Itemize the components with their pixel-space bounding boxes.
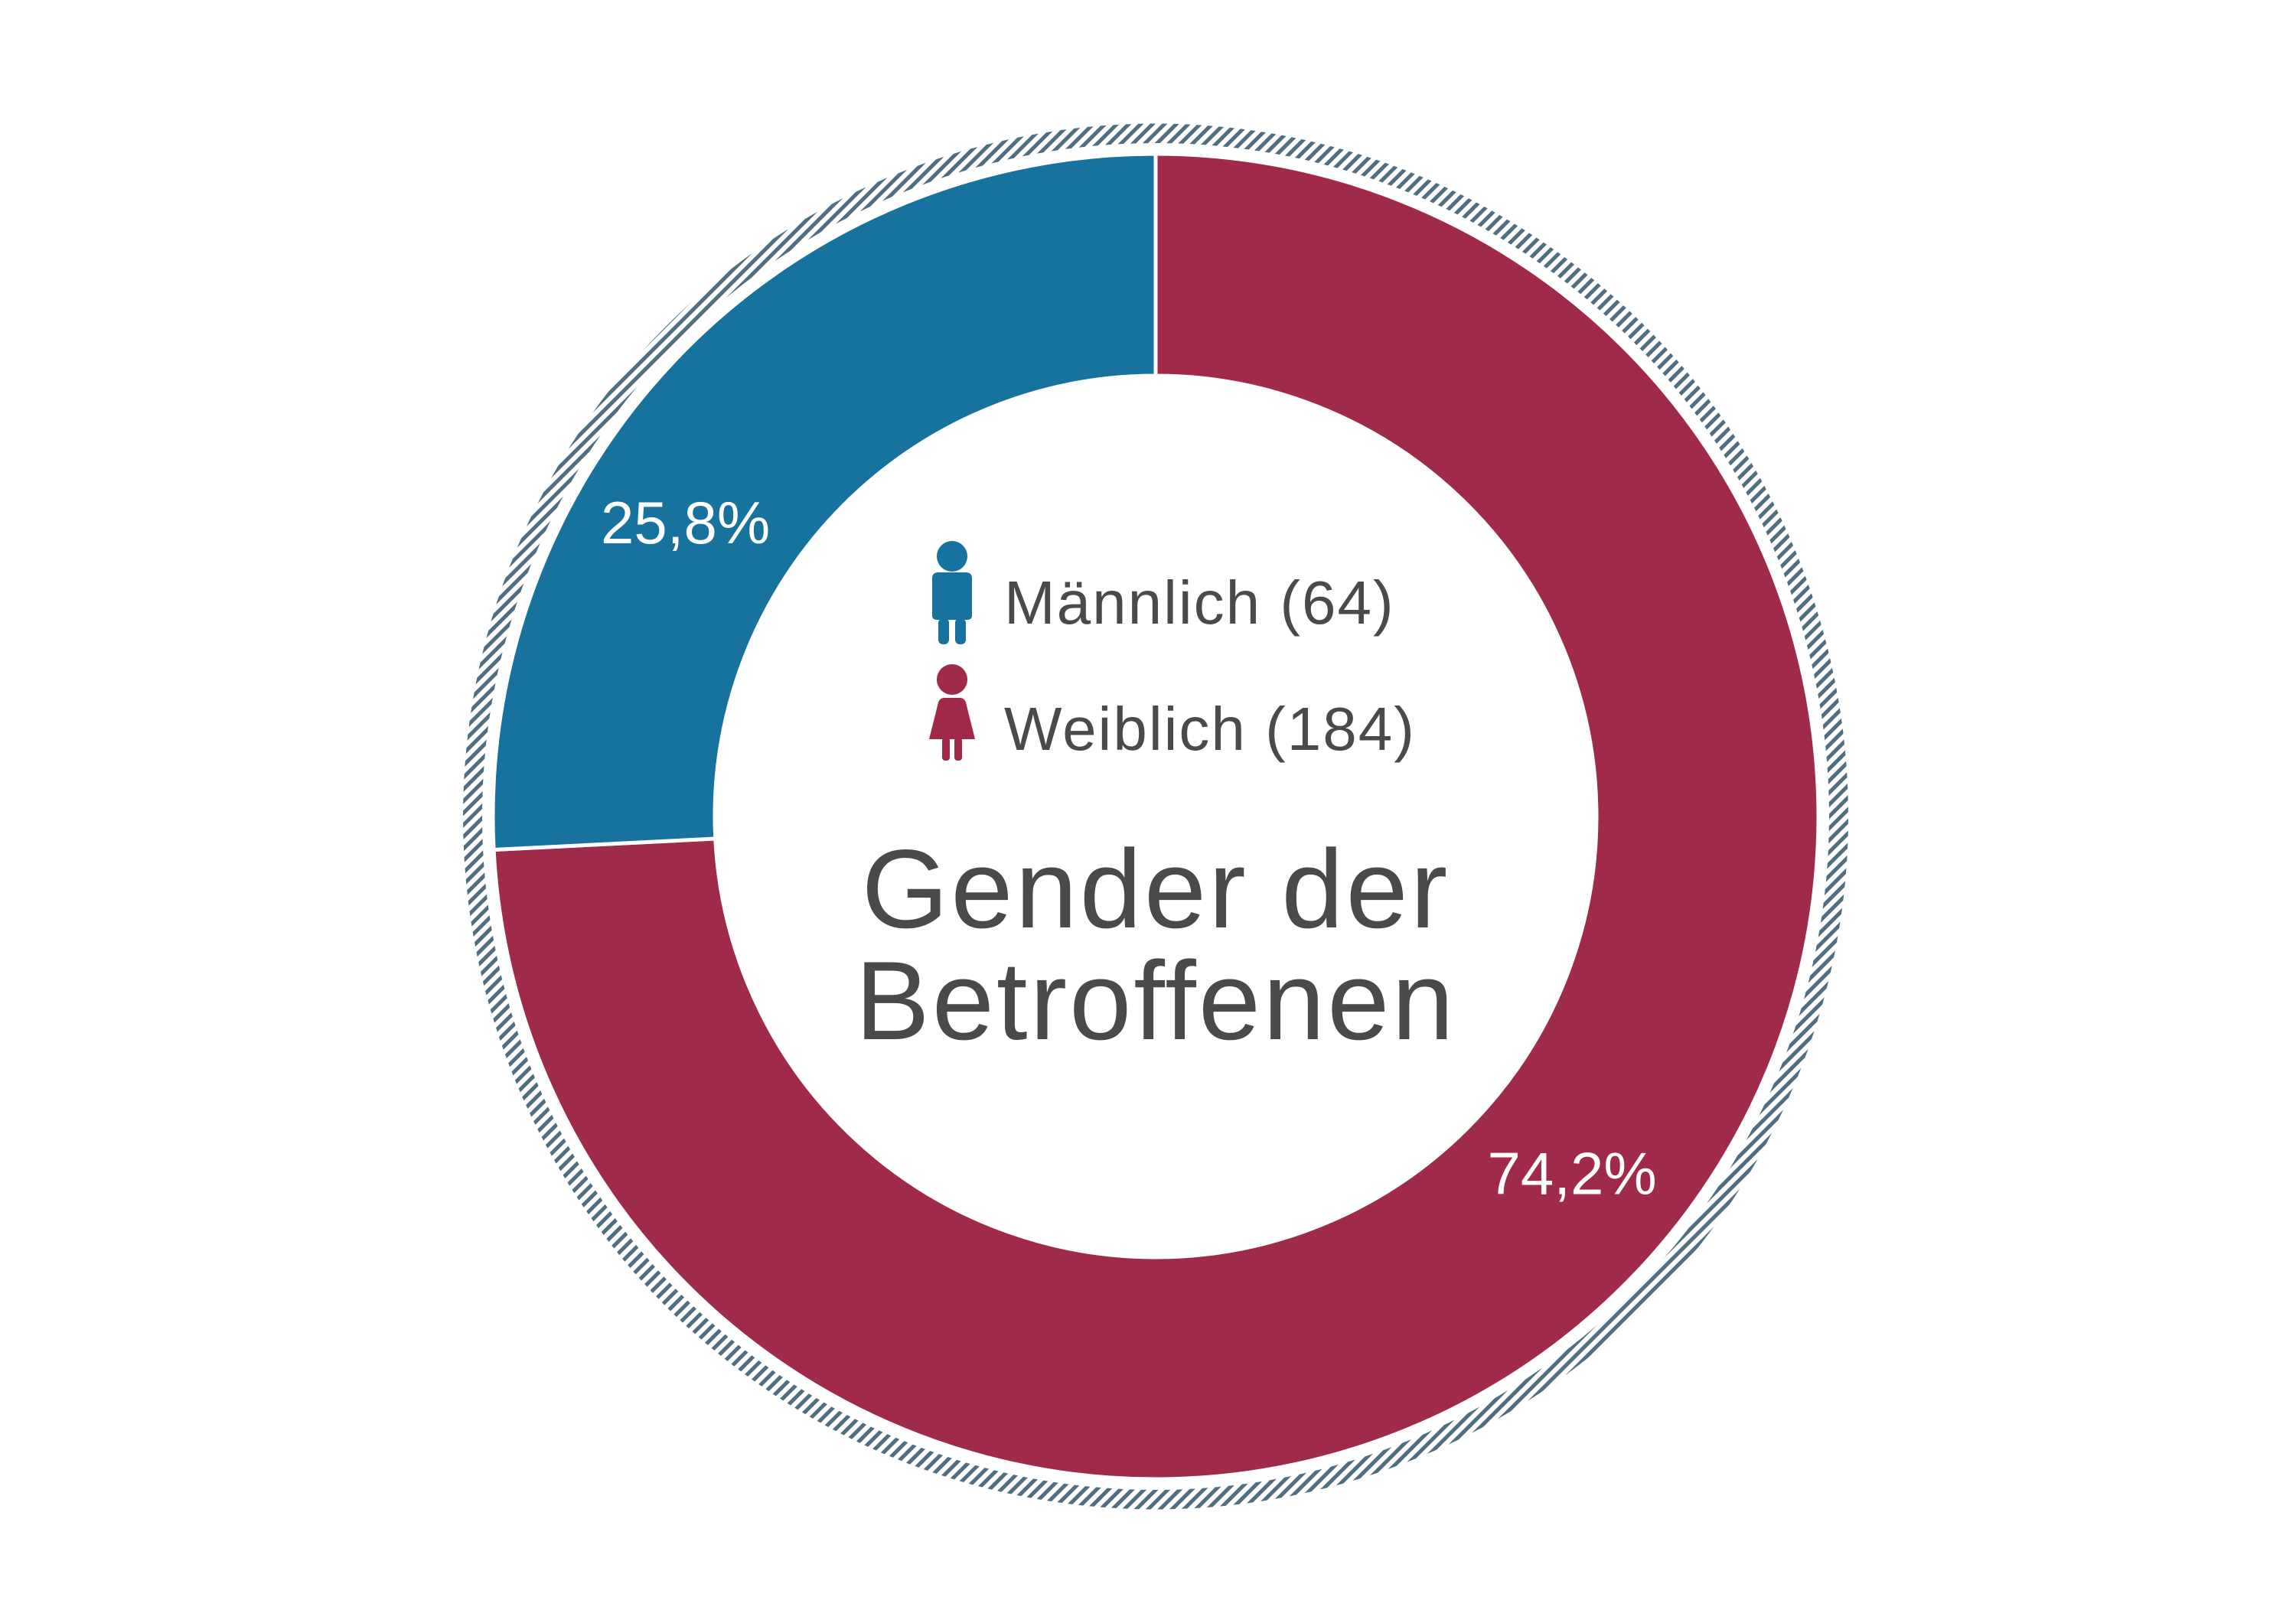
donut-segments: [491, 152, 1821, 1481]
legend-item-male: Männlich (64): [932, 541, 1395, 644]
chart-title-line-2: Betroffenen: [855, 938, 1456, 1063]
percent-label-female: 74,2%: [1488, 1140, 1657, 1207]
donut-segment-male: [491, 152, 1158, 852]
legend-label-male: Männlich (64): [1004, 569, 1395, 637]
donut-segment-female: [491, 152, 1821, 1481]
legend-item-female: Weiblich (184): [929, 664, 1416, 763]
female-person-icon: [929, 664, 975, 761]
percent-label-male: 25,8%: [601, 489, 770, 556]
chart-title-line-1: Gender der: [862, 826, 1450, 951]
legend-label-female: Weiblich (184): [1004, 695, 1416, 763]
male-person-icon: [932, 541, 972, 644]
legend: Männlich (64) Weiblich (184): [929, 541, 1416, 763]
